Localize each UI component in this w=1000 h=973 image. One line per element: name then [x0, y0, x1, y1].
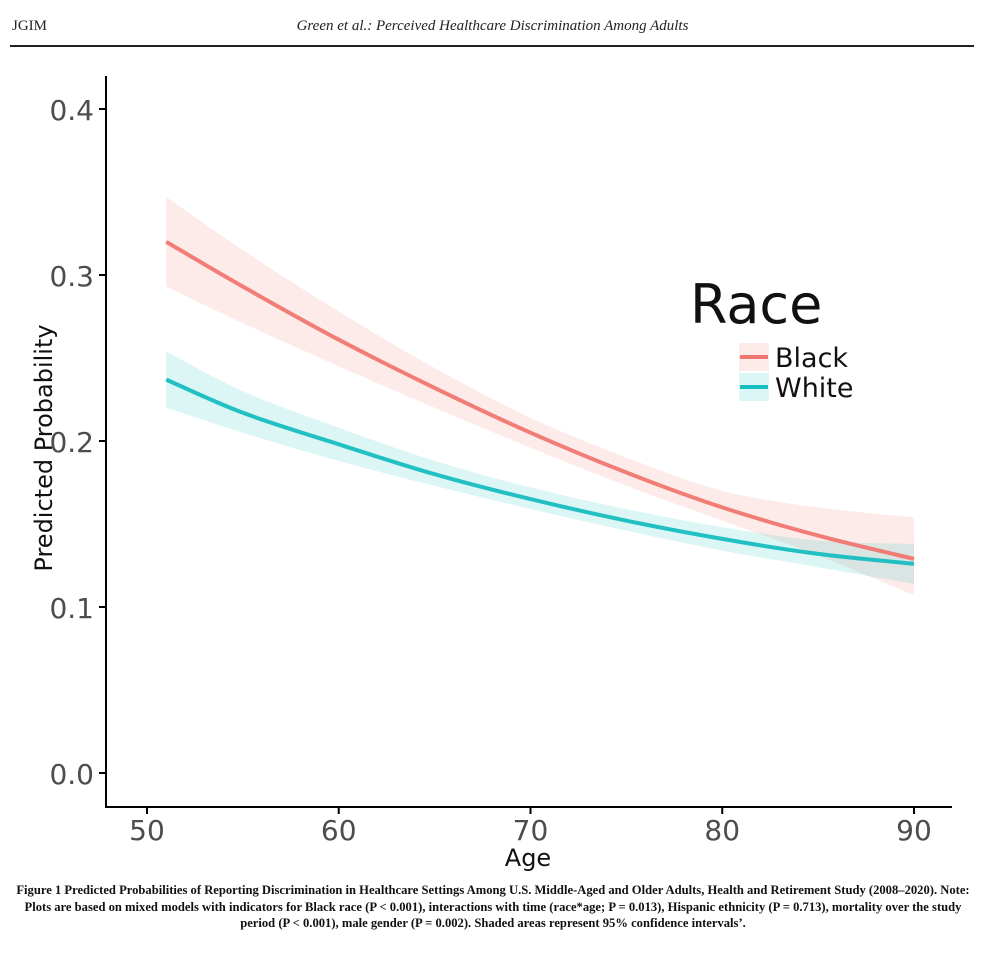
- running-head: JGIM Green et al.: Perceived Healthcare …: [0, 0, 1000, 48]
- y-tick-label: 0.2: [49, 426, 94, 459]
- y-axis-ticks: 0.0 0.1 0.2 0.3 0.4: [49, 94, 106, 791]
- running-title: Green et al.: Perceived Healthcare Discr…: [296, 18, 689, 34]
- x-tick-label: 60: [321, 814, 357, 847]
- y-axis-label: Predicted Probability: [30, 324, 58, 571]
- confidence-bands: [166, 197, 914, 596]
- black-series-line: [165, 240, 915, 561]
- legend-title: Race: [690, 273, 822, 336]
- legend-label-white: White: [775, 373, 854, 404]
- line-chart: 0.0 0.1 0.2 0.3 0.4 50 60 70 80 90 Age Predicted…: [30, 76, 952, 872]
- x-tick-label: 90: [896, 814, 932, 847]
- x-axis-label: Age: [505, 844, 551, 872]
- y-tick-label: 0.1: [49, 592, 94, 625]
- white-confidence-band: [166, 351, 914, 584]
- x-tick-label: 80: [704, 814, 740, 847]
- y-tick-label: 0.3: [49, 260, 94, 293]
- black-confidence-band: [166, 197, 914, 596]
- x-tick-label: 70: [513, 814, 549, 847]
- journal-name: JGIM: [12, 18, 48, 34]
- legend-label-black: Black: [775, 343, 848, 374]
- x-tick-label: 50: [129, 814, 165, 847]
- y-tick-label: 0.4: [49, 94, 94, 127]
- header-rule: [10, 45, 974, 47]
- x-axis-ticks: 50 60 70 80 90: [129, 807, 932, 847]
- y-tick-label: 0.0: [49, 758, 94, 791]
- figure-caption: Figure 1 Predicted Probabilities of Repo…: [16, 883, 970, 930]
- white-series-line: [165, 377, 915, 566]
- series-lines: [165, 240, 915, 566]
